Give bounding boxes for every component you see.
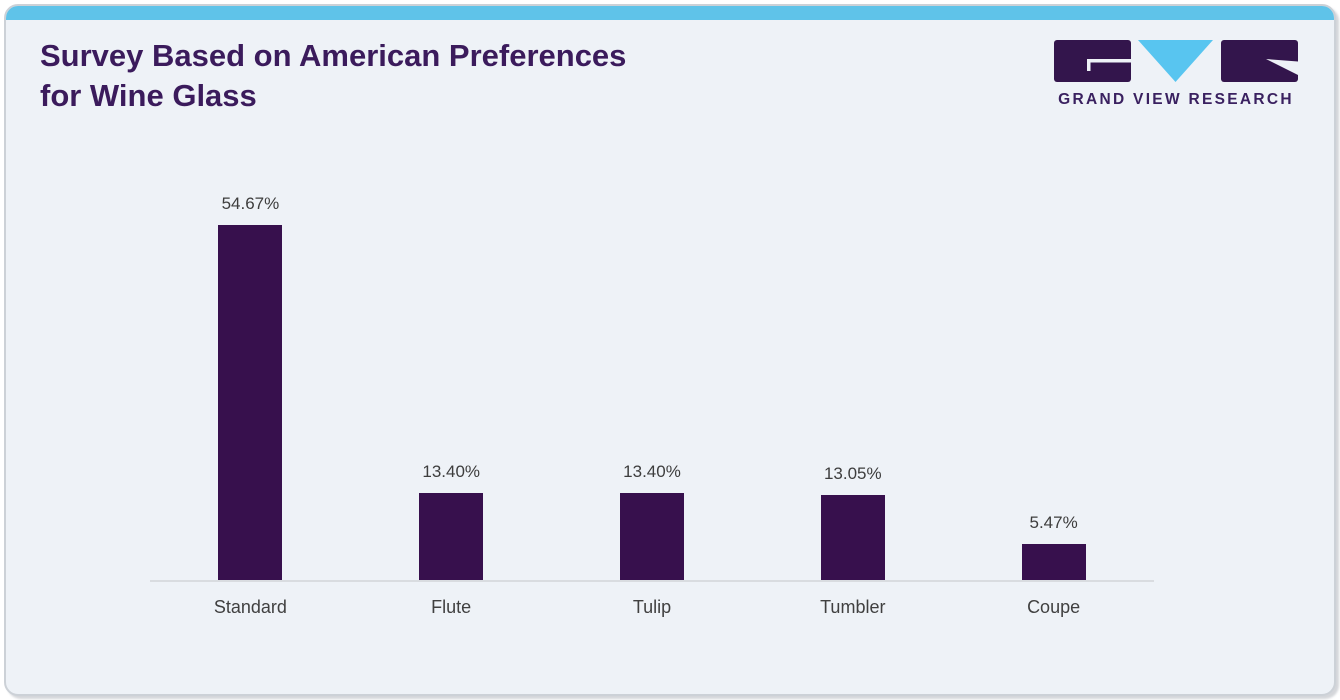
bar-coupe <box>1021 544 1086 580</box>
x-tick-label-tulip: Tulip <box>632 597 672 617</box>
gvr-logo-text: GRAND VIEW RESEARCH <box>1058 91 1294 108</box>
x-axis-line <box>150 580 1154 582</box>
bar-tulip <box>619 493 684 580</box>
page-title-line2: for Wine Glass <box>40 78 257 113</box>
bar-column-coupe: 5.47% <box>953 513 1154 580</box>
bar-column-tumbler: 13.05% <box>752 464 953 580</box>
gvr-logo: GRAND VIEW RESEARCH <box>1054 40 1298 109</box>
x-axis-labels: Standard Flute Tulip Tumbler Coupe <box>150 597 1154 618</box>
gvr-logo-icon <box>1054 40 1298 82</box>
x-tick-label-flute: Flute <box>431 597 472 617</box>
bar-value-label: 13.40% <box>623 462 681 481</box>
bar-column-tulip: 13.40% <box>552 462 753 580</box>
bar-value-label: 13.05% <box>823 464 882 483</box>
bar-value-label: 13.40% <box>422 462 481 481</box>
bar-tumbler <box>820 495 885 580</box>
bar-flute <box>419 493 484 580</box>
bar-value-label: 54.67% <box>221 194 280 213</box>
bar-standard <box>218 225 283 580</box>
bar-column-flute: 13.40% <box>351 462 552 580</box>
x-tick-label-coupe: Coupe <box>1027 597 1081 617</box>
bar-column-standard: 54.67% <box>150 194 351 580</box>
bar-chart: 54.67% 13.40% 13.40% 13.05% 5.47% Standard Fl… <box>150 194 1154 618</box>
accent-topbar <box>6 6 1334 20</box>
plot-area: 54.67% 13.40% 13.40% 13.05% 5.47% <box>150 194 1154 580</box>
page-title: Survey Based on American Preferences for… <box>40 36 626 116</box>
page-title-line1: Survey Based on American Preferences <box>40 38 627 73</box>
x-tick-label-standard: Standard <box>213 597 287 617</box>
bar-value-label: 5.47% <box>1029 513 1078 532</box>
x-tick-label-tumbler: Tumbler <box>820 597 886 617</box>
chart-card: Survey Based on American Preferences for… <box>4 4 1336 696</box>
